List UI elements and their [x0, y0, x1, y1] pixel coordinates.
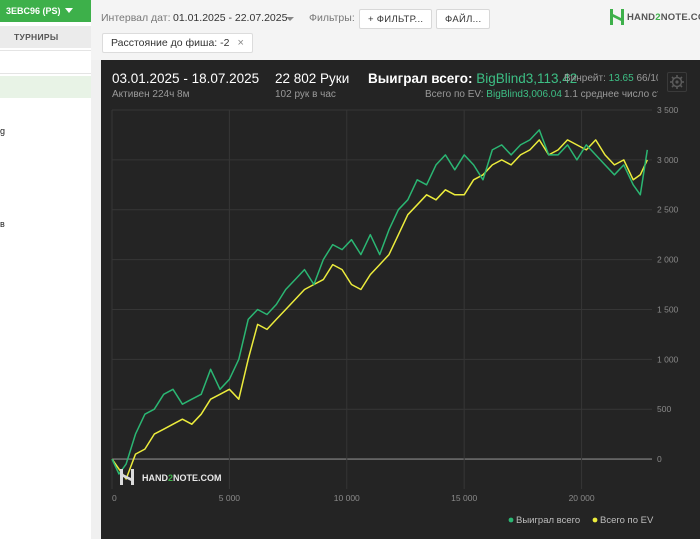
- sidebar-tab-tournaments[interactable]: ТУРНИРЫ: [0, 26, 91, 48]
- y-tick-label: 500: [657, 404, 671, 414]
- series-group: [111, 129, 649, 480]
- active-filter-chip[interactable]: Расстояние до фиша: -2 ×: [102, 33, 253, 53]
- date-range: 03.01.2025 - 18.07.2025: [112, 71, 260, 86]
- avg-stat: 1.1 среднее число ст: [564, 89, 658, 100]
- x-axis: 0 5 000 10 000 15 000 20 000: [112, 493, 595, 503]
- y-axis: 3 500 3 000 2 500 2 000 1 500 1 000 500 0: [657, 105, 679, 464]
- sidebar-fragment: в: [0, 219, 5, 229]
- file-button[interactable]: ФАЙЛ...: [436, 9, 491, 29]
- legend-item-won[interactable]: Выиграл всего: [516, 515, 580, 526]
- active-time: Активен 224ч 8м: [112, 89, 190, 100]
- account-label: 3EBC96 (PS): [6, 6, 61, 16]
- y-tick-label: 1 500: [657, 304, 679, 314]
- chevron-down-icon: [64, 8, 73, 13]
- account-selector[interactable]: 3EBC96 (PS): [0, 0, 91, 22]
- winrate: Винрейт: 13.65 66/10: [564, 73, 658, 84]
- profit-graph[interactable]: 3 500 3 000 2 500 2 000 1 500 1 000 500 0 0 5 00…: [101, 100, 700, 539]
- won-value: BigBlind3,113.42: [476, 71, 578, 86]
- y-tick-label: 0: [657, 454, 662, 464]
- ev-total: Всего по EV: BigBlind3,006.04: [425, 89, 562, 100]
- won-total: Выиграл всего: BigBlind3,113.42: [368, 71, 577, 86]
- sidebar-fragment: g: [0, 126, 6, 136]
- interval-label: Интервал дат:: [101, 12, 171, 24]
- y-tick-label: 2 000: [657, 255, 679, 265]
- interval-value[interactable]: 01.01.2025 - 22.07.2025: [173, 12, 288, 24]
- winrate-extra: 66/10: [636, 73, 658, 84]
- legend: Выиграл всего Всего по EV: [508, 515, 654, 526]
- logo-icon: [610, 9, 624, 30]
- grid: [111, 109, 652, 489]
- close-icon[interactable]: ×: [237, 37, 244, 49]
- watermark: HAND2NOTE.COM: [120, 469, 222, 485]
- legend-marker: [508, 517, 514, 523]
- filters-label: Фильтры:: [309, 12, 355, 24]
- legend-item-ev[interactable]: Всего по EV: [600, 515, 654, 526]
- winrate-label: Винрейт:: [564, 73, 606, 84]
- series-line-won: [111, 129, 649, 475]
- sidebar: 3EBC96 (PS) ТУРНИРЫ g в: [0, 0, 91, 539]
- y-tick-label: 3 000: [657, 155, 679, 165]
- winrate-value: 13.65: [608, 73, 634, 84]
- logo-text: HAND2NOTE.COM: [627, 12, 700, 23]
- sidebar-item[interactable]: [0, 50, 91, 74]
- hands-per-hour: 102 рук в час: [275, 89, 336, 100]
- won-label: Выиграл всего:: [368, 71, 473, 86]
- x-tick-label: 10 000: [334, 493, 360, 503]
- y-tick-label: 3 500: [657, 105, 679, 115]
- x-tick-label: 15 000: [451, 493, 477, 503]
- sidebar-item-selected[interactable]: [0, 76, 91, 98]
- x-tick-label: 0: [112, 493, 117, 503]
- hands-count: 22 802 Руки: [275, 71, 350, 86]
- ev-label: Всего по EV:: [425, 89, 484, 100]
- y-tick-label: 2 500: [657, 205, 679, 215]
- x-tick-label: 5 000: [219, 493, 241, 503]
- add-filter-button[interactable]: + ФИЛЬТР...: [359, 9, 433, 29]
- legend-marker: [592, 517, 598, 523]
- series-line-ev: [111, 139, 648, 480]
- chevron-down-icon[interactable]: [286, 17, 294, 21]
- svg-text:HAND2NOTE.COM: HAND2NOTE.COM: [142, 473, 222, 483]
- gear-icon[interactable]: [667, 72, 687, 92]
- x-tick-label: 20 000: [569, 493, 595, 503]
- ev-value: BigBlind3,006.04: [486, 89, 562, 100]
- y-tick-label: 1 000: [657, 354, 679, 364]
- active-filter-label: Расстояние до фиша: -2: [111, 37, 230, 49]
